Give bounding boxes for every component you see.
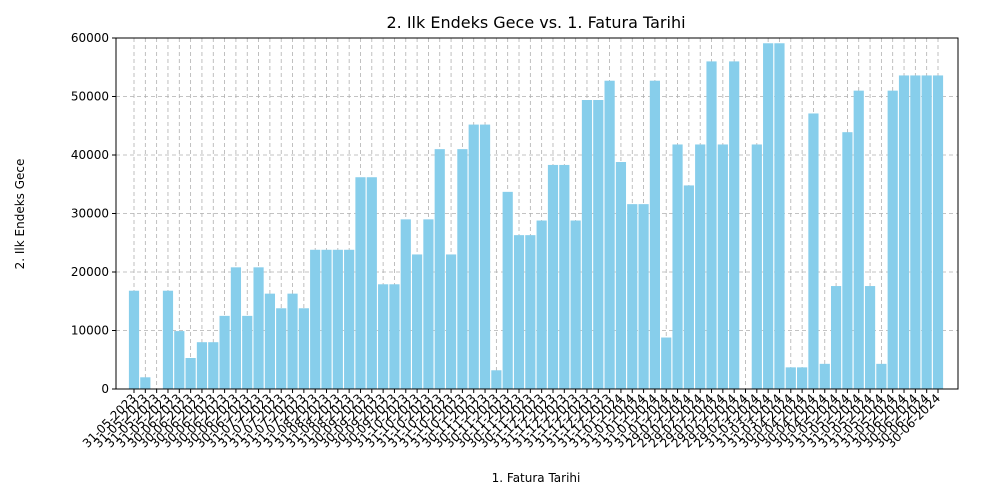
y-tick-label: 0 — [101, 382, 109, 396]
y-axis-label: 2. Ilk Endeks Gece — [13, 159, 27, 270]
bar — [208, 342, 219, 389]
bar — [468, 124, 479, 389]
bar — [423, 219, 434, 389]
bar — [717, 144, 728, 389]
bar — [842, 132, 853, 389]
bar — [230, 267, 242, 389]
bar — [287, 293, 298, 389]
bar — [910, 75, 921, 389]
y-tick-label: 20000 — [71, 265, 109, 279]
bar — [174, 331, 185, 389]
y-tick-label: 60000 — [71, 31, 109, 45]
bar — [876, 363, 887, 389]
bar — [366, 177, 377, 389]
chart-title: 2. Ilk Endeks Gece vs. 1. Fatura Tarihi — [386, 13, 685, 32]
y-tick-label: 40000 — [71, 148, 109, 162]
bar — [830, 286, 842, 389]
bar — [253, 267, 264, 389]
bar — [479, 124, 491, 389]
bar — [513, 235, 525, 389]
bar — [649, 80, 660, 389]
bar — [593, 100, 604, 389]
bar — [502, 191, 513, 389]
bar — [162, 290, 174, 389]
bar — [729, 61, 740, 390]
bar — [638, 204, 649, 389]
bar — [378, 284, 389, 389]
bar — [310, 249, 321, 389]
bar — [774, 43, 785, 389]
bar — [751, 144, 762, 389]
bar — [559, 164, 570, 389]
bar — [581, 100, 593, 389]
bar — [242, 315, 253, 389]
bar — [344, 249, 355, 389]
bar — [615, 162, 627, 389]
bar — [785, 367, 796, 389]
y-tick-label: 10000 — [71, 324, 109, 338]
bar — [932, 75, 944, 389]
bar — [128, 290, 140, 389]
bar — [661, 337, 672, 389]
bar — [683, 185, 694, 389]
bar — [672, 144, 683, 389]
bar — [264, 293, 275, 389]
bar — [819, 363, 830, 389]
bar — [797, 367, 808, 389]
plot-frame — [115, 37, 959, 390]
bar — [525, 235, 536, 389]
bar — [434, 149, 445, 389]
bar — [604, 80, 615, 389]
bar — [547, 164, 559, 389]
y-tick-label: 50000 — [71, 90, 109, 104]
bar — [400, 219, 411, 389]
bar — [298, 308, 309, 389]
bar — [332, 249, 343, 389]
bar — [389, 284, 400, 389]
bar — [196, 342, 208, 389]
bar — [185, 357, 196, 389]
x-axis-label: 1. Fatura Tarihi — [492, 471, 581, 485]
bar — [491, 370, 502, 389]
bar — [921, 75, 932, 389]
y-tick-label: 30000 — [71, 207, 109, 221]
bar — [763, 43, 774, 389]
bar — [808, 113, 819, 389]
bar — [355, 177, 366, 389]
bar — [898, 75, 910, 389]
bar — [412, 254, 423, 389]
bar — [695, 144, 706, 389]
bar — [706, 61, 717, 390]
bar — [853, 90, 864, 390]
bar — [457, 149, 468, 389]
bar — [864, 286, 876, 389]
bar — [445, 254, 457, 389]
bar — [627, 204, 638, 389]
bar — [276, 308, 287, 389]
bar — [321, 249, 332, 389]
bar — [219, 315, 230, 389]
bar — [570, 220, 581, 389]
bar — [536, 220, 547, 389]
bar — [140, 377, 151, 389]
bar — [887, 90, 898, 390]
